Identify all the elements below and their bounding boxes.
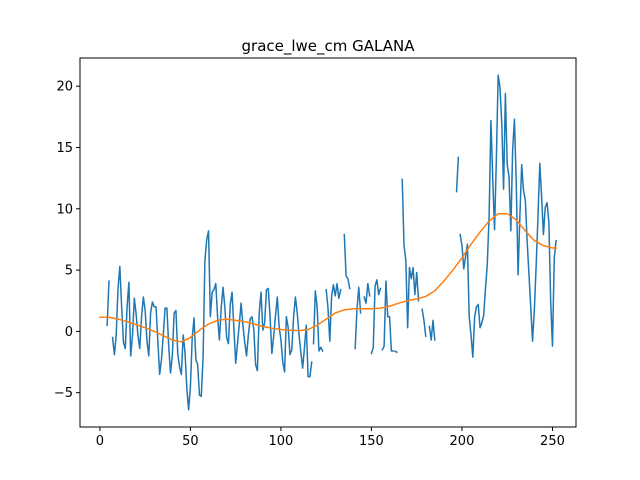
y-tick-label: 15 <box>56 141 73 156</box>
axes-frame <box>79 57 577 428</box>
x-tick-label: 200 <box>450 434 475 449</box>
x-tick-label: 150 <box>359 434 384 449</box>
series-1-line-segment-3 <box>312 290 324 352</box>
series-1-line-segment-15 <box>459 74 557 358</box>
chart-title: grace_lwe_cm GALANA <box>242 37 416 56</box>
y-tick-label: −5 <box>54 386 73 401</box>
series-1-line-segment-7 <box>363 282 371 304</box>
y-tick-label: 5 <box>65 264 73 279</box>
series-1-line-segment-11 <box>401 178 420 329</box>
series-1-line-segment-2 <box>111 230 313 411</box>
y-tick-label: 0 <box>65 325 73 340</box>
series-1-line-segment-14 <box>455 156 460 193</box>
series-1-line-segment-10 <box>393 349 398 354</box>
y-tick-label: 10 <box>56 202 73 217</box>
x-tick-label: 50 <box>182 434 199 449</box>
series-1-line-segment-13 <box>428 319 436 341</box>
x-tick-label: 0 <box>96 434 104 449</box>
series-1-line-segment-4 <box>325 282 342 342</box>
plot-area <box>99 74 557 411</box>
series-1-line-segment-6 <box>354 286 362 350</box>
x-tick-label: 250 <box>540 434 565 449</box>
axes: 0 50 100 150 200 250 −5 0 5 10 15 20 <box>54 57 577 449</box>
series-1-line-segment-5 <box>343 233 351 290</box>
y-tick-label: 20 <box>56 80 73 95</box>
series-1-line-segment-12 <box>421 308 427 338</box>
x-tick-label: 100 <box>269 434 294 449</box>
series-2-line-segment-1 <box>99 212 557 343</box>
series-1-line-segment-8 <box>370 279 382 355</box>
series-1-line-segment-9 <box>381 280 394 352</box>
